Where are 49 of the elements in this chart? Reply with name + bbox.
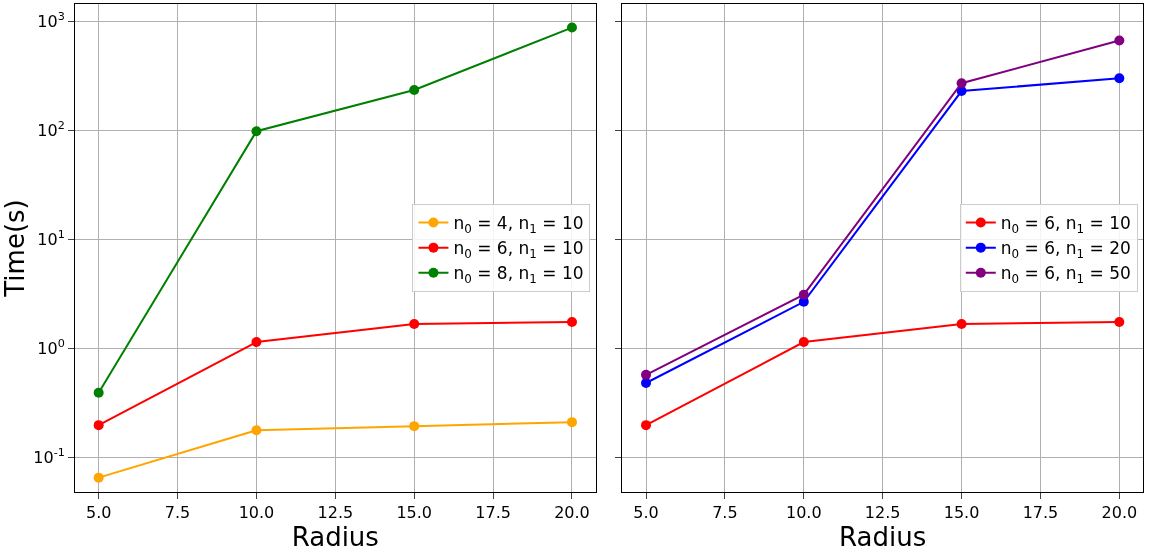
x-tick-label: 5.0 <box>85 503 112 523</box>
x-tick-label: 20.0 <box>554 503 590 523</box>
legend-label: n$_{0}$ = 6, n$_{1}$ = 20 <box>1000 238 1131 261</box>
point <box>93 420 104 431</box>
legend-label: n$_{0}$ = 6, n$_{1}$ = 10 <box>1000 213 1131 236</box>
point <box>409 421 420 432</box>
x-tick-label: 15.0 <box>396 503 433 523</box>
point <box>93 472 104 483</box>
x-tick-label: 17.5 <box>1022 503 1059 523</box>
point <box>409 85 420 96</box>
y-tick-label: 10$^{-1}$ <box>33 446 65 467</box>
y-tick-label: 10$^{0}$ <box>37 337 65 358</box>
point <box>251 425 262 436</box>
point <box>798 289 809 300</box>
x-axis-title: Radius <box>839 522 927 553</box>
x-tick-label: 5.0 <box>633 503 659 523</box>
x-tick-label: 10.0 <box>785 503 822 523</box>
point <box>566 317 577 328</box>
point <box>93 387 104 398</box>
y-tick-label: 10$^{2}$ <box>37 119 65 140</box>
x-tick-label: 12.5 <box>864 503 901 523</box>
x-tick-label: 12.5 <box>317 503 354 523</box>
legend-label: n$_{0}$ = 4, n$_{1}$ = 10 <box>453 213 584 236</box>
point <box>1114 317 1125 328</box>
x-tick-label: 20.0 <box>1101 503 1138 523</box>
point <box>1114 35 1125 46</box>
x-tick-label: 15.0 <box>943 503 980 523</box>
point <box>956 318 967 329</box>
point <box>251 126 262 137</box>
legend-label: n$_{0}$ = 8, n$_{1}$ = 10 <box>453 263 584 286</box>
point <box>566 417 577 428</box>
point <box>956 78 967 89</box>
y-axis-title: Time(s) <box>0 199 30 298</box>
point <box>641 420 652 431</box>
x-axis-title: Radius <box>291 522 379 553</box>
x-tick-label: 10.0 <box>238 503 275 523</box>
y-tick-label: 10$^{3}$ <box>37 10 65 31</box>
point <box>1114 73 1125 84</box>
x-tick-label: 17.5 <box>475 503 511 523</box>
point <box>641 369 652 380</box>
x-tick-label: 7.5 <box>164 503 191 523</box>
point <box>798 337 809 348</box>
y-tick-label: 10$^{1}$ <box>37 228 65 249</box>
point <box>409 318 420 329</box>
legend-label: n$_{0}$ = 6, n$_{1}$ = 50 <box>1000 263 1131 286</box>
point <box>251 337 262 348</box>
point <box>566 22 577 33</box>
x-tick-label: 7.5 <box>712 503 738 523</box>
legend-label: n$_{0}$ = 6, n$_{1}$ = 10 <box>453 238 584 261</box>
